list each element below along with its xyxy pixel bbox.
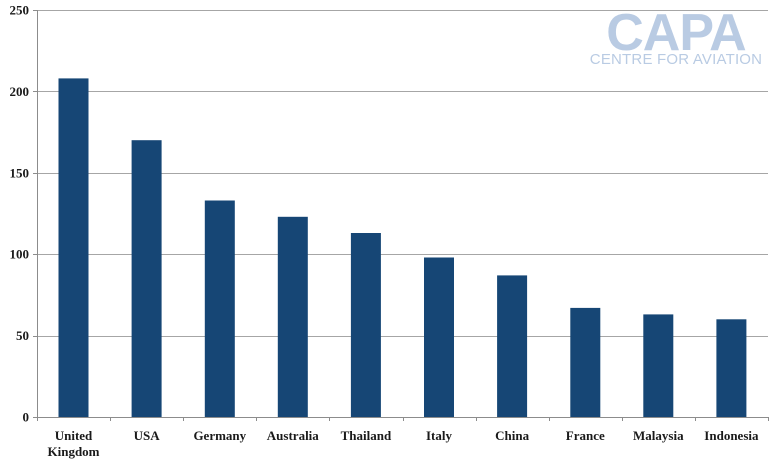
logo-sub-text: CENTRE FOR AVIATION	[590, 51, 762, 68]
y-tick-label: 50	[16, 328, 29, 343]
logo-main-text: CAPA	[606, 4, 746, 62]
bar-usa	[131, 140, 162, 417]
x-category-label: United Kingdom	[47, 428, 99, 459]
x-category-label: Indonesia	[704, 428, 759, 443]
axes	[33, 10, 769, 421]
y-tick-label: 150	[10, 165, 30, 180]
x-category-label: Australia	[267, 428, 320, 443]
bar-malaysia	[643, 314, 674, 417]
bar-united-kingdom	[58, 78, 89, 418]
y-tick-label: 200	[10, 84, 30, 99]
x-category-label: Italy	[426, 428, 453, 443]
bars	[58, 78, 747, 418]
y-tick-label: 0	[23, 410, 30, 425]
bar-germany	[204, 200, 235, 417]
bar-indonesia	[716, 319, 747, 417]
x-category-labels: United Kingdom USA Germany Australia Thailand…	[47, 428, 758, 459]
bar-china	[497, 275, 528, 417]
x-category-label: Malaysia	[633, 428, 684, 443]
bar-thailand	[350, 233, 381, 417]
x-category-label: China	[495, 428, 529, 443]
x-category-label: Thailand	[341, 428, 392, 443]
capa-logo: CAPA CENTRE FOR AVIATION	[590, 4, 762, 68]
bar-australia	[277, 216, 308, 417]
y-tick-label: 250	[10, 3, 30, 18]
x-category-label: USA	[134, 428, 161, 443]
bar-italy	[424, 257, 454, 417]
y-tick-labels: 0 50 100 150 200 250	[10, 3, 30, 425]
x-category-label: Germany	[193, 428, 246, 443]
x-category-label: France	[566, 428, 605, 443]
y-tick-label: 100	[10, 247, 30, 262]
bar-france	[570, 307, 601, 417]
